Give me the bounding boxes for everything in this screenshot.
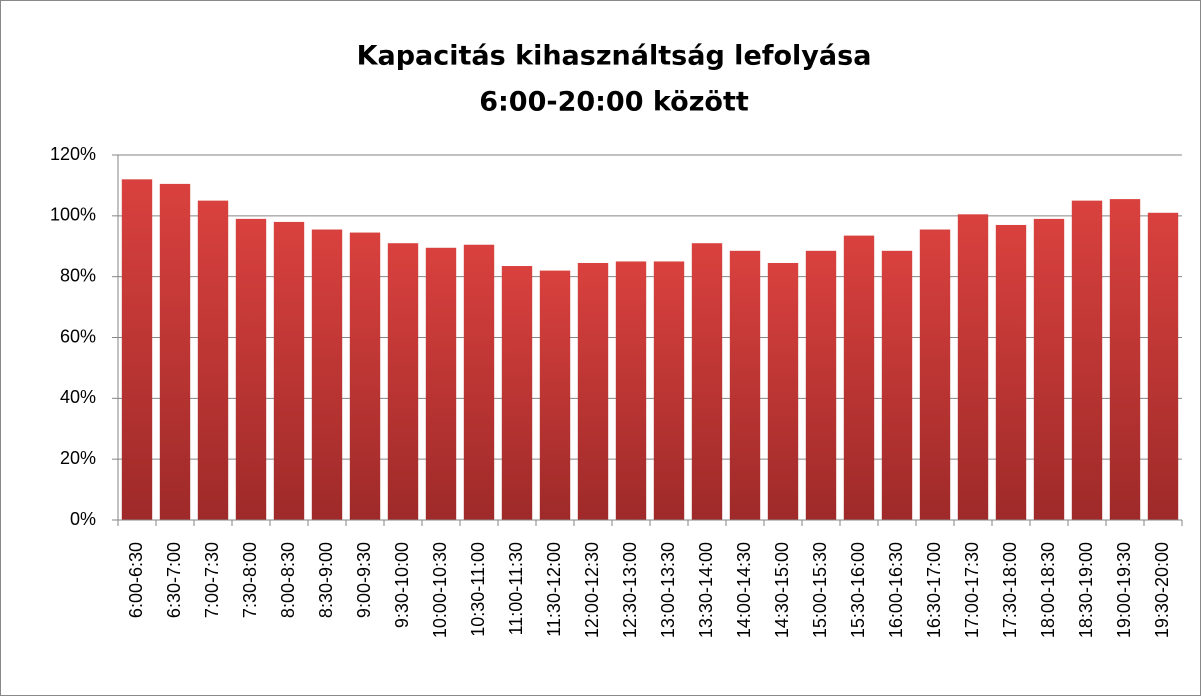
bar [653, 261, 685, 520]
bar [311, 229, 343, 521]
bar [1071, 200, 1103, 520]
x-tick-label: 11:00-11:30 [506, 542, 526, 635]
x-tick-label: 6:00-6:30 [126, 542, 146, 618]
bar [159, 183, 191, 521]
x-tick-label: 18:00-18:30 [1038, 542, 1058, 638]
bar [539, 270, 571, 520]
x-tick-label: 10:00-10:30 [430, 542, 450, 638]
y-tick-label: 0% [70, 509, 96, 529]
x-tick-label: 12:30-13:00 [620, 542, 640, 638]
bar [957, 214, 989, 520]
x-tick-label: 17:30-18:00 [1000, 542, 1020, 638]
x-tick-label: 16:00-16:30 [886, 542, 906, 638]
bar [995, 224, 1027, 521]
x-tick-label: 13:00-13:30 [658, 542, 678, 638]
x-tick-label: 8:30-9:00 [316, 542, 336, 618]
bar [121, 179, 153, 521]
bar [691, 243, 723, 521]
x-tick-label: 15:00-15:30 [810, 542, 830, 638]
x-tick-label: 14:00-14:30 [734, 542, 754, 638]
bar [1147, 212, 1179, 520]
x-tick-label: 15:30-16:00 [848, 542, 868, 638]
x-tick-label: 8:00-8:30 [278, 542, 298, 618]
y-tick-label: 60% [60, 326, 96, 346]
x-tick-label: 10:30-11:00 [468, 542, 488, 637]
x-tick-label: 17:00-17:30 [962, 542, 982, 638]
bar [349, 232, 381, 520]
x-tick-label: 9:00-9:30 [354, 542, 374, 618]
bar [615, 261, 647, 520]
bar [1109, 199, 1141, 520]
x-tick-label: 6:30-7:00 [164, 542, 184, 618]
x-tick-label: 11:30-12:00 [544, 542, 564, 637]
bar [577, 262, 609, 520]
x-tick-label: 12:00-12:30 [582, 542, 602, 638]
bar [235, 218, 267, 520]
bar [767, 262, 799, 520]
bar [881, 250, 913, 520]
bar [729, 250, 761, 520]
y-tick-label: 100% [50, 205, 96, 225]
chart-title: 6:00-20:00 között [479, 87, 749, 118]
x-tick-label: 9:30-10:00 [392, 542, 412, 628]
x-tick-label: 13:30-14:00 [696, 542, 716, 638]
bar [1033, 218, 1065, 520]
bar [805, 250, 837, 520]
bar [919, 229, 951, 521]
x-tick-label: 19:00-19:30 [1114, 542, 1134, 638]
bar [387, 243, 419, 521]
y-tick-label: 40% [60, 387, 96, 407]
x-tick-label: 7:30-8:00 [240, 542, 260, 618]
bar [501, 266, 533, 520]
bar [197, 200, 229, 520]
x-tick-label: 19:30-20:00 [1152, 542, 1172, 638]
y-tick-label: 20% [60, 448, 96, 468]
bar [425, 247, 457, 521]
y-tick-label: 80% [60, 265, 96, 285]
x-tick-label: 16:30-17:00 [924, 542, 944, 638]
y-tick-label: 120% [50, 144, 96, 164]
x-tick-label: 14:30-15:00 [772, 542, 792, 638]
x-tick-label: 18:30-19:00 [1076, 542, 1096, 638]
bar [843, 235, 875, 520]
bar [273, 221, 305, 520]
x-tick-label: 7:00-7:30 [202, 542, 222, 618]
chart-title: Kapacitás kihasználtság lefolyása [357, 41, 872, 72]
bar [463, 244, 495, 520]
